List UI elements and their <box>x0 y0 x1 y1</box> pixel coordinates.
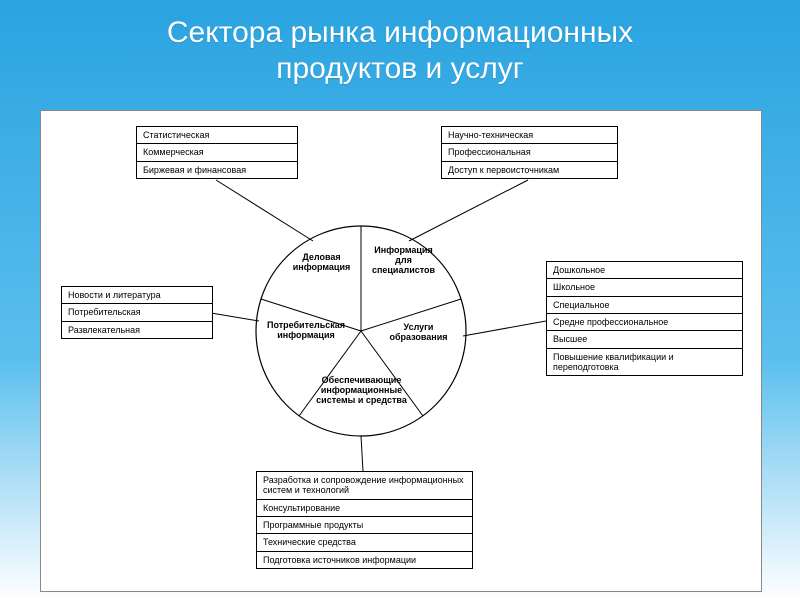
sector-consumer: Потребительскаяинформация <box>261 321 351 341</box>
box-row: Консультирование <box>257 500 472 517</box>
box-row: Коммерческая <box>137 144 297 161</box>
box-row: Программные продукты <box>257 517 472 534</box>
box-row: Биржевая и финансовая <box>137 162 297 178</box>
box-left: Новости и литератураПотребительскаяРазвл… <box>61 286 213 339</box>
box-row: Средне профессиональное <box>547 314 742 331</box>
sector-systems: Обеспечивающиеинформационныесистемы и ср… <box>309 376 414 406</box>
sector-education: Услугиобразования <box>381 323 456 343</box>
box-row: Статистическая <box>137 127 297 144</box>
box-row: Высшее <box>547 331 742 348</box>
box-row: Разработка и сопровождение информационны… <box>257 472 472 500</box>
box-top-left: СтатистическаяКоммерческаяБиржевая и фин… <box>136 126 298 179</box>
box-top-right: Научно-техническаяПрофессиональнаяДоступ… <box>441 126 618 179</box>
slide-background: Сектора рынка информационных продуктов и… <box>0 0 800 600</box>
box-row: Новости и литература <box>62 287 212 304</box>
box-right: ДошкольноеШкольноеСпециальноеСредне проф… <box>546 261 743 376</box>
box-row: Научно-техническая <box>442 127 617 144</box>
box-row: Дошкольное <box>547 262 742 279</box>
slide-title: Сектора рынка информационных продуктов и… <box>0 15 800 87</box>
diagram-panel: Деловаяинформация Информациядляспециалис… <box>40 110 762 592</box>
box-row: Профессиональная <box>442 144 617 161</box>
box-row: Школьное <box>547 279 742 296</box>
box-row: Технические средства <box>257 534 472 551</box>
box-row: Развлекательная <box>62 322 212 338</box>
box-bottom: Разработка и сопровождение информационны… <box>256 471 473 569</box>
box-row: Доступ к первоисточникам <box>442 162 617 178</box>
box-row: Потребительская <box>62 304 212 321</box>
box-row: Подготовка источников информации <box>257 552 472 568</box>
sector-business: Деловаяинформация <box>289 253 354 273</box>
box-row: Специальное <box>547 297 742 314</box>
box-row: Повышение квалификации и переподготовка <box>547 349 742 376</box>
title-line-1: Сектора рынка информационных <box>167 16 633 49</box>
title-line-2: продуктов и услуг <box>276 52 524 85</box>
sector-specialist: Информациядляспециалистов <box>366 246 441 276</box>
